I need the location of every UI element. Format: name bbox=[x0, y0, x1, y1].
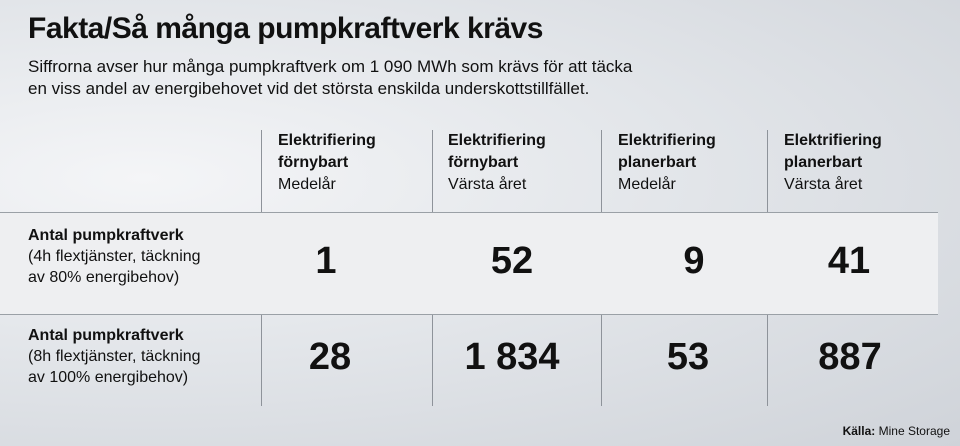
source-credit: Källa: Mine Storage bbox=[843, 424, 950, 438]
table-cell-value: 1 bbox=[315, 240, 337, 282]
row-title: Antal pumpkraftverk bbox=[28, 227, 184, 244]
column-header-line: Medelår bbox=[618, 176, 676, 193]
column-header-line: Värsta året bbox=[448, 176, 527, 193]
column-header-line: Elektrifiering bbox=[618, 132, 716, 149]
table-cell-value: 9 bbox=[683, 240, 705, 282]
subtitle-line-2: en viss andel av energibehovet vid det s… bbox=[28, 79, 590, 98]
table-row-1-label: Antal pumpkraftverk (4h flextjänster, tä… bbox=[28, 225, 201, 288]
column-header-2: Elektrifiering förnybart Värsta året bbox=[448, 130, 546, 196]
column-header-4: Elektrifiering planerbart Värsta året bbox=[784, 130, 882, 196]
table-cell-value: 887 bbox=[818, 336, 882, 378]
row-note: av 100% energibehov) bbox=[28, 369, 189, 386]
column-header-line: förnybart bbox=[278, 154, 349, 171]
column-header-line: planerbart bbox=[784, 154, 863, 171]
row-note: av 80% energibehov) bbox=[28, 269, 180, 286]
table-row-2-label: Antal pumpkraftverk (8h flextjänster, tä… bbox=[28, 325, 201, 388]
table-row-1-band bbox=[0, 212, 938, 315]
table-cell-value: 52 bbox=[490, 240, 534, 282]
table-cell-value: 28 bbox=[308, 336, 352, 378]
column-header-line: förnybart bbox=[448, 154, 519, 171]
row-title: Antal pumpkraftverk bbox=[28, 327, 184, 344]
column-header-line: Elektrifiering bbox=[278, 132, 376, 149]
column-header-line: Elektrifiering bbox=[784, 132, 882, 149]
row-note: (4h flextjänster, täckning bbox=[28, 248, 201, 265]
column-header-3: Elektrifiering planerbart Medelår bbox=[618, 130, 716, 196]
column-header-line: Medelår bbox=[278, 176, 336, 193]
subtitle-line-1: Siffrorna avser hur många pumpkraftverk … bbox=[28, 57, 633, 76]
row-note: (8h flextjänster, täckning bbox=[28, 348, 201, 365]
table-cell-value: 53 bbox=[666, 336, 710, 378]
source-label: Källa: bbox=[842, 424, 876, 438]
source-value: Mine Storage bbox=[878, 424, 950, 438]
subtitle: Siffrorna avser hur många pumpkraftverk … bbox=[28, 56, 788, 100]
column-header-line: Elektrifiering bbox=[448, 132, 546, 149]
table-cell-value: 41 bbox=[827, 240, 871, 282]
table-cell-value: 1 834 bbox=[464, 336, 560, 378]
column-header-1: Elektrifiering förnybart Medelår bbox=[278, 130, 376, 196]
page-title: Fakta/Så många pumpkraftverk krävs bbox=[28, 12, 543, 45]
column-header-line: Värsta året bbox=[784, 176, 863, 193]
column-header-line: planerbart bbox=[618, 154, 697, 171]
